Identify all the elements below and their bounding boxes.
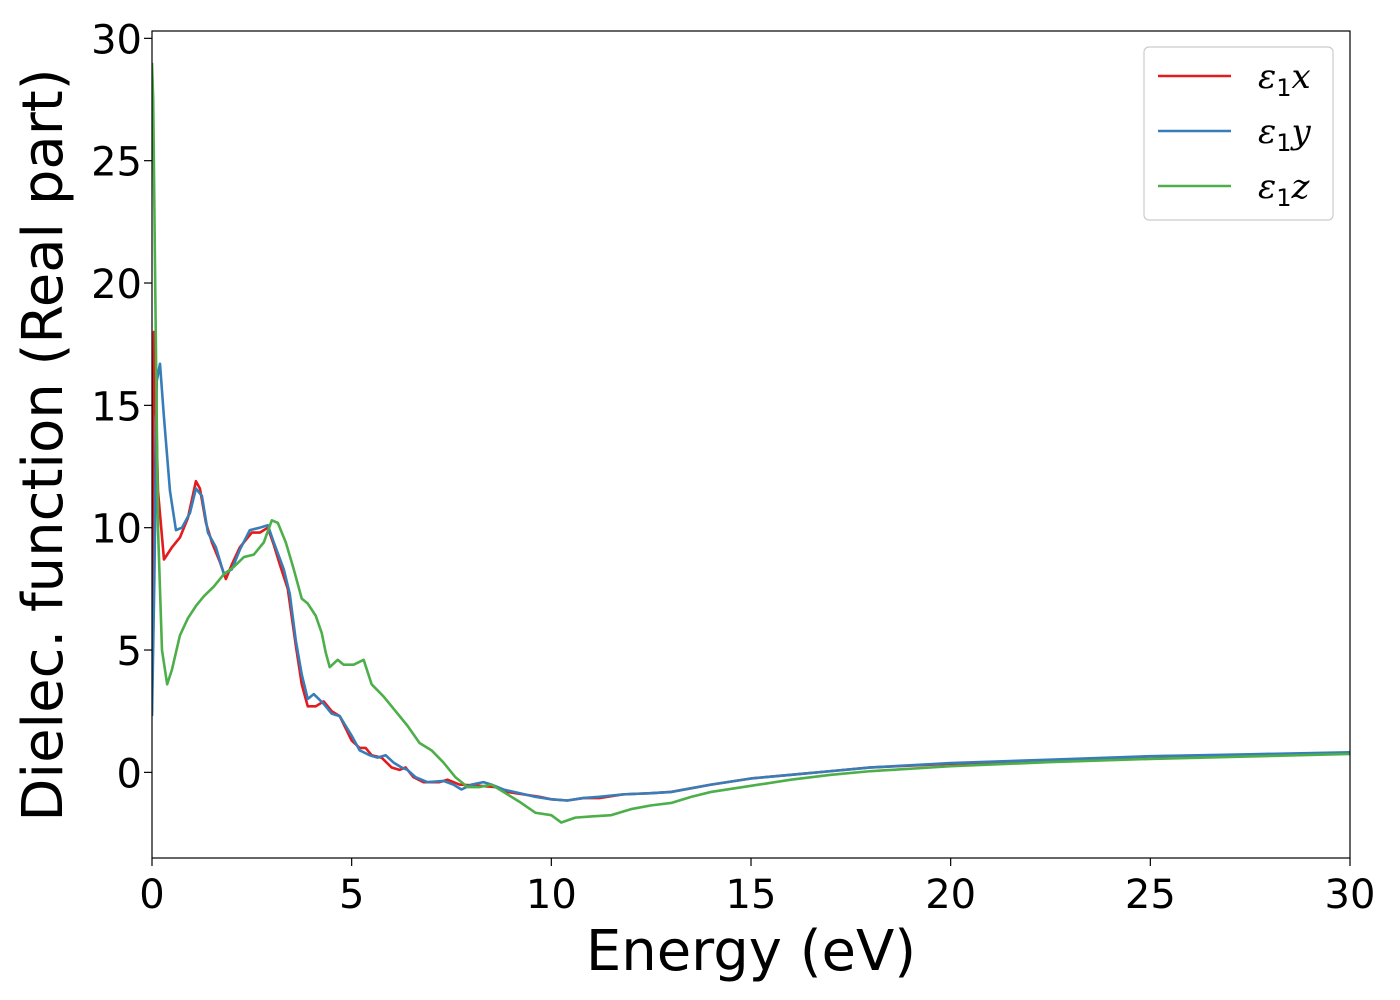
legend-label-x: ε1x [1258, 57, 1311, 102]
series-line-y [152, 362, 1350, 802]
y-tick-label: 5 [117, 629, 142, 675]
x-axis-label: Energy (eV) [586, 919, 916, 984]
x-tick-label: 30 [1325, 872, 1376, 918]
series-line-z [152, 62, 1350, 824]
series-layer [152, 62, 1350, 824]
x-tick-label: 25 [1125, 872, 1176, 918]
x-axis: 0 5 10 15 20 25 30 [139, 858, 1375, 918]
legend-label-y: ε1y [1258, 112, 1312, 157]
legend: ε1x ε1y ε1z [1143, 46, 1334, 221]
x-tick-label: 0 [139, 872, 164, 918]
x-tick-label: 5 [339, 872, 364, 918]
y-tick-label: 0 [117, 751, 142, 797]
y-tick-label: 20 [91, 262, 142, 308]
x-tick-label: 20 [925, 872, 976, 918]
y-axis-label: Dielec. function (Real part) [11, 68, 76, 821]
y-tick-label: 10 [91, 507, 142, 553]
legend-box [1143, 46, 1334, 221]
y-tick-label: 15 [91, 384, 142, 430]
y-axis: 0 5 10 15 20 25 30 [91, 17, 152, 797]
legend-label-z: ε1z [1258, 167, 1311, 212]
y-tick-label: 25 [91, 140, 142, 186]
y-tick-label: 30 [91, 17, 142, 63]
x-tick-label: 15 [726, 872, 777, 918]
x-tick-label: 10 [526, 872, 577, 918]
